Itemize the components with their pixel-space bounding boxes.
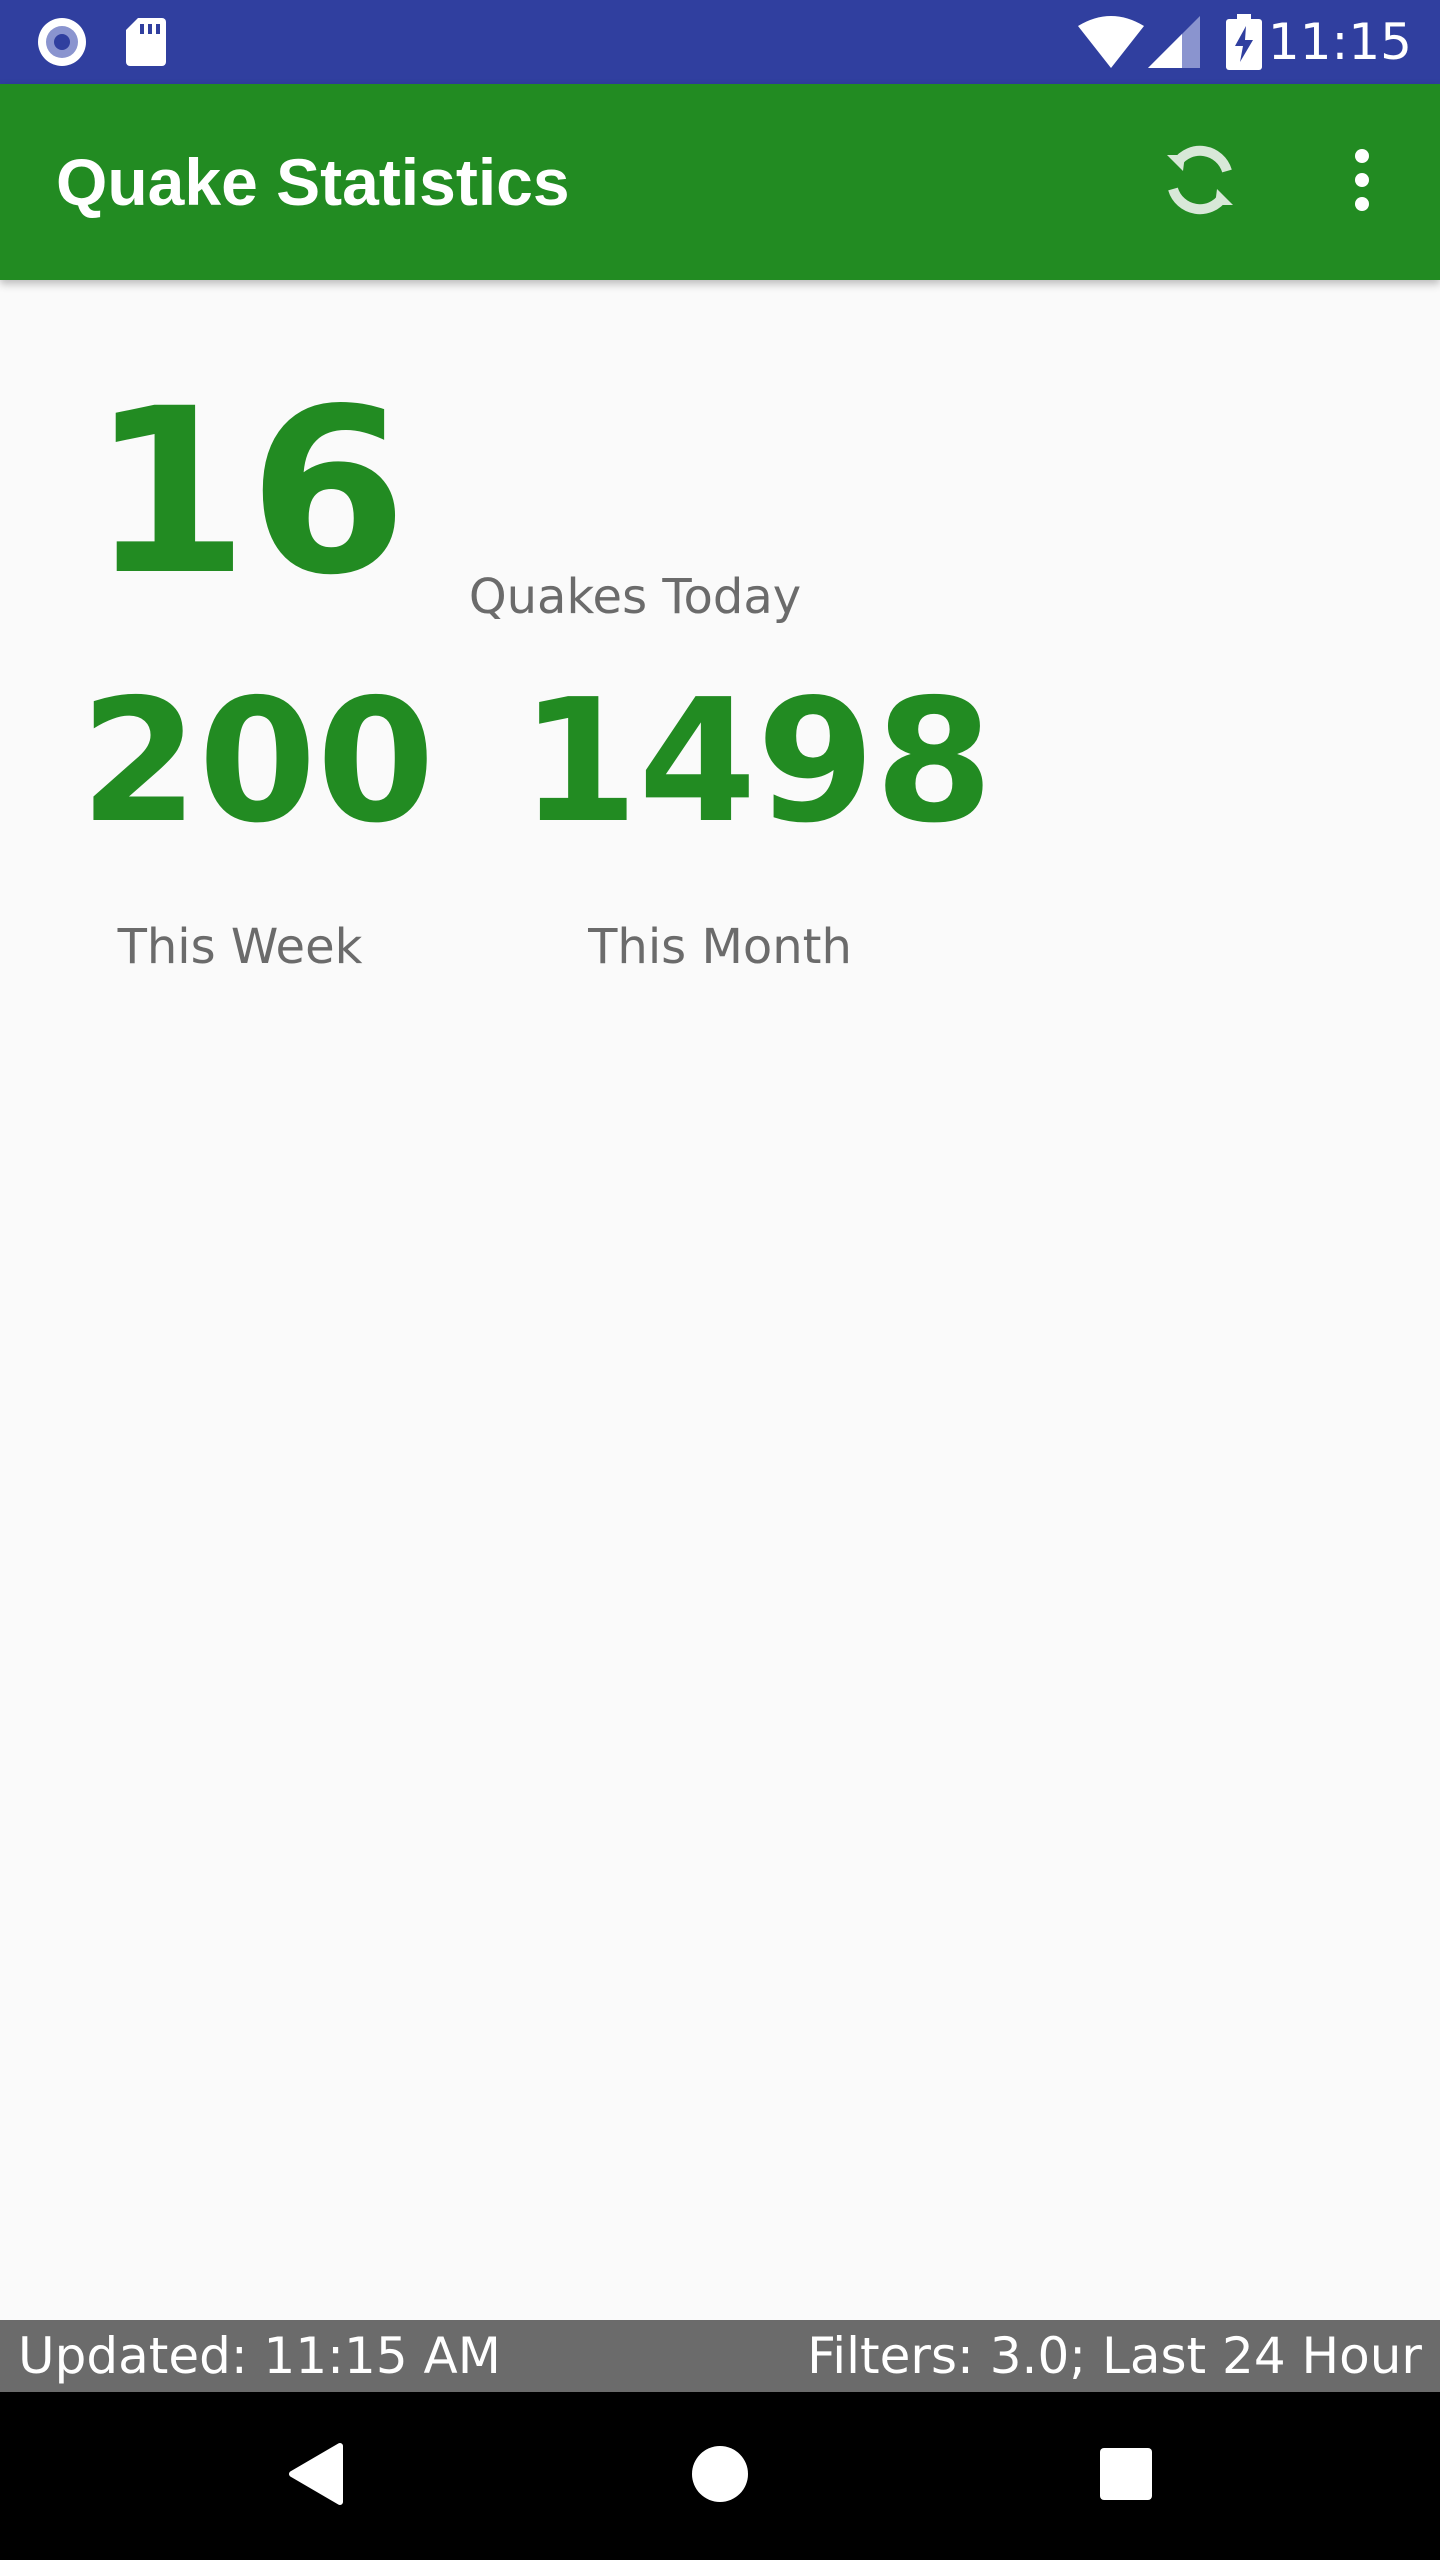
battery-charging-icon xyxy=(1226,14,1262,75)
quakes-month-count: 1498 xyxy=(520,663,994,861)
cell-signal-icon xyxy=(1148,16,1200,73)
filters-text: Filters: 3.0; Last 24 Hour xyxy=(807,2327,1422,2385)
refresh-button[interactable] xyxy=(1152,134,1248,230)
home-icon xyxy=(690,2444,750,2509)
notification-circle-icon xyxy=(36,16,88,68)
app-bar: Quake Statistics xyxy=(0,84,1440,280)
status-time: 11:15 xyxy=(1267,13,1412,71)
system-nav-bar xyxy=(0,2392,1440,2560)
quakes-today-count: 16 xyxy=(90,359,408,625)
back-icon xyxy=(288,2442,344,2511)
back-button[interactable] xyxy=(266,2426,366,2526)
overflow-menu-button[interactable] xyxy=(1314,134,1410,230)
refresh-icon xyxy=(1157,137,1243,228)
status-bar: 11:15 xyxy=(0,0,1440,84)
quakes-today-label: Quakes Today xyxy=(468,569,802,625)
sd-card-icon xyxy=(124,16,176,68)
quakes-week-label: This Week xyxy=(117,919,363,975)
footer-status-strip: Updated: 11:15 AM Filters: 3.0; Last 24 … xyxy=(0,2320,1440,2392)
recents-icon xyxy=(1099,2447,1153,2506)
app-title: Quake Statistics xyxy=(56,145,570,219)
quakes-month-label: This Month xyxy=(588,919,852,975)
recents-button[interactable] xyxy=(1076,2426,1176,2526)
quakes-week-count: 200 xyxy=(80,663,435,861)
overflow-menu-icon xyxy=(1352,148,1372,217)
home-button[interactable] xyxy=(670,2426,770,2526)
wifi-icon xyxy=(1078,16,1144,73)
updated-time-text: Updated: 11:15 AM xyxy=(18,2327,501,2385)
